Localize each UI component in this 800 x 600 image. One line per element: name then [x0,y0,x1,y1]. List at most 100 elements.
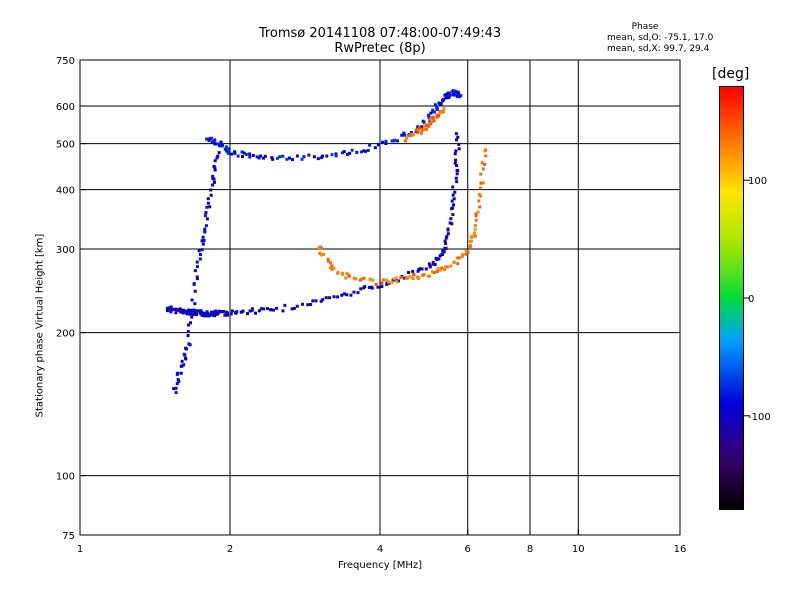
echo-point [182,363,186,367]
echo-point [390,139,394,143]
echo-point [416,128,420,132]
x-axis-ticks: 1 2 4 6 8 10 16 [77,529,686,555]
echo-point [481,167,485,171]
echo-point [208,137,212,141]
echo-point [215,156,219,160]
echo-point [214,309,218,313]
echo-point [203,230,207,234]
echo-point [420,129,424,133]
echo-point [410,133,414,137]
echo-point [191,312,195,316]
echo-point [436,267,440,271]
echo-point [206,201,210,205]
echo-point [349,293,353,297]
echo-point [390,281,394,285]
echo-point [197,249,201,253]
echo-point [206,197,210,201]
echo-point [181,309,185,313]
echo-point [407,271,411,275]
echo-point [456,256,460,260]
echo-point [455,180,459,184]
echo-point [354,277,358,281]
echo-point [442,268,446,272]
echo-point [171,308,175,312]
echo-point [342,292,346,296]
echo-point [177,380,181,384]
echo-point [454,149,458,153]
echo-point [334,154,338,158]
echo-point [400,133,404,137]
echo-point [385,282,389,286]
echo-point [205,205,209,209]
echo-point [452,197,456,201]
echo-point [269,308,273,312]
echo-point [210,140,214,144]
echo-point [432,271,436,275]
echo-point [219,310,222,314]
echo-point [429,117,433,121]
echo-point [456,262,460,266]
echo-point [395,280,399,284]
echo-point [168,308,172,312]
echo-point [384,139,388,143]
echo-point [392,277,396,281]
echo-point [478,205,482,209]
echo-point [165,306,169,310]
echo-point [422,120,426,124]
echo-point [444,265,448,269]
echo-point [438,101,442,105]
echo-point [233,150,237,154]
echo-point [454,132,458,136]
echo-point [444,246,448,250]
echo-point [244,152,248,156]
echo-point [211,176,215,180]
echo-point [422,124,426,128]
echo-point [179,371,183,375]
echo-point [374,282,378,286]
echo-point [424,127,428,131]
colorbar-tick-label: 0 [748,294,754,305]
echo-point [446,232,450,236]
echo-point [380,284,384,288]
echo-point [447,96,451,100]
echo-point [192,282,196,286]
echo-point [420,267,424,271]
echo-point [174,308,178,312]
echo-point [479,172,483,176]
echo-point [198,252,202,256]
echo-point [441,98,445,102]
echo-point [200,311,204,315]
echo-point [448,221,452,225]
echo-point [275,156,279,160]
echo-point [417,126,421,130]
echo-point [340,293,344,297]
x-tick-label: 1 [77,544,83,555]
echo-point [394,277,398,281]
echo-point [295,304,299,308]
echo-point [473,227,477,231]
echo-point [290,307,294,311]
y-axis-ticks: 75 100 200 300 400 500 600 750 [56,56,86,542]
echo-point [314,299,318,303]
echo-point [428,265,432,269]
colorbar-ticks: 100 0 -100 [744,176,771,423]
echo-point [340,272,344,276]
echo-point [453,89,457,93]
echo-point [347,274,351,278]
echo-point [380,282,384,286]
echo-point [430,270,434,274]
echo-point [202,238,206,242]
echo-point [307,153,311,157]
echo-point [449,264,453,268]
echo-point [321,298,325,302]
echo-point [479,181,483,185]
echo-point [452,93,456,97]
echo-point [394,276,398,280]
echo-point [433,110,437,114]
echo-point [188,312,192,316]
echo-point [222,310,226,314]
echo-point [362,149,366,153]
echo-point [220,310,224,314]
echo-point [342,150,346,154]
echo-point [461,254,465,258]
